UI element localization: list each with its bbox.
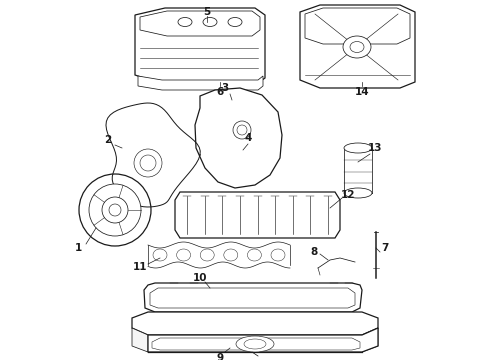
Ellipse shape — [178, 18, 192, 27]
Text: 13: 13 — [368, 143, 382, 153]
Polygon shape — [135, 8, 265, 85]
Ellipse shape — [350, 41, 364, 53]
Ellipse shape — [140, 155, 156, 171]
Text: 10: 10 — [193, 273, 207, 283]
Text: 7: 7 — [381, 243, 389, 253]
Ellipse shape — [153, 249, 167, 261]
Ellipse shape — [344, 143, 372, 153]
Ellipse shape — [134, 149, 162, 177]
Polygon shape — [148, 328, 378, 352]
Text: 8: 8 — [310, 247, 318, 257]
Polygon shape — [175, 192, 340, 238]
Text: 4: 4 — [245, 133, 252, 143]
Ellipse shape — [343, 36, 371, 58]
Polygon shape — [144, 283, 362, 312]
Polygon shape — [300, 5, 415, 88]
Polygon shape — [140, 11, 260, 36]
Text: 12: 12 — [341, 190, 355, 200]
Ellipse shape — [237, 125, 247, 135]
Text: 5: 5 — [203, 7, 211, 17]
Ellipse shape — [244, 339, 266, 349]
Ellipse shape — [224, 249, 238, 261]
Ellipse shape — [176, 249, 191, 261]
Ellipse shape — [236, 336, 274, 352]
Text: 14: 14 — [355, 87, 369, 97]
Ellipse shape — [89, 184, 141, 236]
Ellipse shape — [200, 249, 214, 261]
Ellipse shape — [228, 18, 242, 27]
Polygon shape — [195, 88, 282, 188]
Ellipse shape — [247, 249, 261, 261]
Ellipse shape — [203, 18, 217, 27]
Ellipse shape — [271, 249, 285, 261]
Text: 2: 2 — [104, 135, 112, 145]
Polygon shape — [152, 338, 360, 350]
Text: 9: 9 — [217, 353, 223, 360]
Polygon shape — [132, 328, 148, 352]
Ellipse shape — [79, 174, 151, 246]
Polygon shape — [150, 288, 355, 308]
Polygon shape — [106, 103, 200, 207]
Polygon shape — [138, 76, 263, 90]
Polygon shape — [132, 312, 378, 335]
Text: 3: 3 — [221, 83, 229, 93]
Polygon shape — [305, 8, 410, 44]
Text: 6: 6 — [217, 87, 223, 97]
Text: 1: 1 — [74, 243, 82, 253]
Ellipse shape — [344, 188, 372, 198]
Ellipse shape — [109, 204, 121, 216]
Polygon shape — [362, 328, 378, 352]
Ellipse shape — [233, 121, 251, 139]
Ellipse shape — [102, 197, 128, 223]
Text: 11: 11 — [133, 262, 147, 272]
